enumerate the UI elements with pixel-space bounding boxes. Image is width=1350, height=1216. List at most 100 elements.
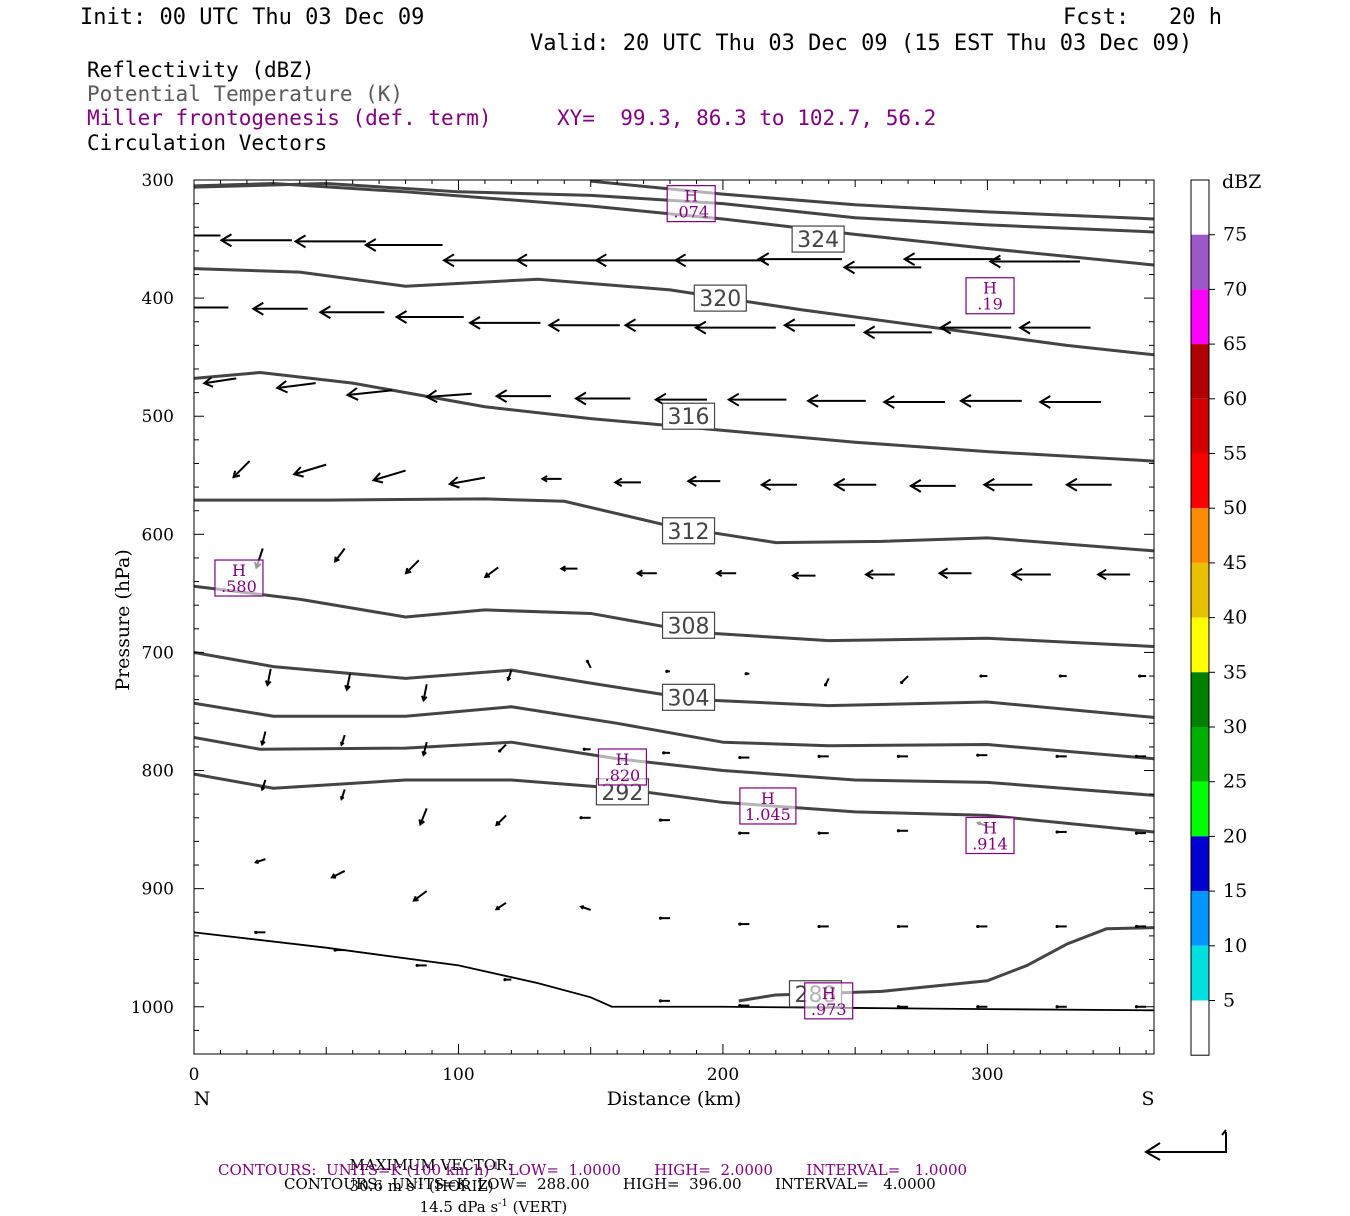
circulation-vector — [1058, 674, 1067, 678]
colorbar-label: 65 — [1223, 333, 1247, 355]
colorbar-label: 60 — [1223, 388, 1247, 410]
y-tick-label: 400 — [142, 289, 174, 309]
theta-label-316: 316 — [661, 402, 716, 430]
circulation-vector — [1096, 568, 1131, 581]
circulation-vector — [896, 754, 909, 758]
circulation-vector — [738, 922, 750, 926]
circulation-vector — [976, 1005, 988, 1009]
circulation-vector — [275, 380, 316, 394]
svg-text:H: H — [822, 984, 836, 1003]
forecast-hour: Fcst: 20 h — [1063, 5, 1222, 30]
circulation-vector — [559, 565, 578, 572]
circulation-vector — [1010, 567, 1051, 582]
x-tick-label: 300 — [971, 1065, 1003, 1085]
circulation-vector — [318, 305, 385, 320]
circulation-vector — [254, 930, 266, 934]
circulation-vector — [658, 818, 671, 822]
circulation-vector — [658, 999, 671, 1003]
svg-text:.580: .580 — [221, 577, 257, 596]
circulation-vector — [817, 754, 829, 758]
circulation-vector — [232, 460, 251, 479]
svg-text:H: H — [761, 789, 775, 808]
theta-contour-unlabeled-8 — [194, 701, 1154, 761]
svg-text:316: 316 — [668, 405, 710, 430]
circulation-vector — [574, 391, 631, 406]
legend-reflectivity: Reflectivity (dBZ) — [87, 58, 315, 82]
svg-text:.973: .973 — [811, 1000, 847, 1019]
contours1-exponent: -1 — [489, 1161, 500, 1172]
colorbar-label: 20 — [1223, 825, 1247, 847]
svg-text:304: 304 — [668, 686, 710, 711]
circulation-vector — [594, 253, 686, 268]
colorbar-label: 50 — [1223, 497, 1247, 519]
circulation-vector — [1134, 924, 1147, 929]
circulation-vector — [1064, 477, 1112, 492]
svg-text:H: H — [684, 187, 698, 206]
colorbar-segment — [1191, 453, 1209, 509]
circulation-vector — [447, 476, 486, 489]
colorbar-label: 25 — [1223, 771, 1247, 793]
colorbar-label: 15 — [1223, 880, 1247, 902]
circulation-vector — [613, 477, 641, 488]
circulation-vector — [339, 789, 346, 801]
circulation-vector — [442, 253, 528, 268]
circulation-vector — [817, 831, 829, 835]
circulation-vector — [832, 477, 877, 492]
circulation-vector — [264, 668, 272, 687]
circulation-vector — [982, 477, 1033, 492]
svg-text:308: 308 — [668, 614, 710, 639]
circulation-vector — [404, 559, 420, 575]
theta-label-324: 324 — [791, 225, 845, 253]
frontogenesis-maximum: H.914 — [965, 816, 1015, 855]
circulation-vector — [468, 316, 541, 330]
circulation-vector — [738, 1003, 750, 1008]
circulation-vector — [976, 753, 988, 757]
circulation-vector — [339, 734, 346, 747]
circulation-vector — [623, 318, 700, 333]
circulation-vector — [817, 924, 829, 929]
circulation-vector — [744, 672, 750, 676]
plot-area: 324320316312308304292288H.074H.19H.580H.… — [194, 180, 1154, 1020]
y-axis-label: Pressure (hPa) — [112, 549, 134, 691]
colorbar-label: 30 — [1223, 716, 1247, 738]
axes: 0 100 200 300 300 400 500 600 700 800 900 1000 — [131, 171, 1155, 1085]
colorbar-label: 75 — [1223, 224, 1247, 246]
circulation-vector — [253, 858, 266, 864]
svg-text:.820: .820 — [605, 766, 641, 785]
circulation-vector — [579, 816, 591, 820]
vert-unit: (VERT) — [507, 1198, 568, 1216]
circulation-vector — [495, 814, 507, 827]
circulation-vector — [418, 807, 428, 827]
colorbar-segment — [1191, 617, 1209, 673]
init-time: Init: 00 UTC Thu 03 Dec 09 — [80, 5, 425, 30]
frontogenesis-maximum: H.820 — [597, 748, 648, 786]
dbz-colorbar: 75 70 65 60 55 50 45 40 35 30 25 20 15 10 5 — [1190, 179, 1247, 1056]
circulation-vector — [908, 479, 956, 493]
circulation-vector — [1055, 1005, 1067, 1009]
theta-label-320: 320 — [693, 284, 747, 312]
circulation-vector — [937, 567, 972, 579]
svg-text:H: H — [615, 750, 629, 769]
legend-miller-frontogenesis: Miller frontogenesis (def. term) — [87, 106, 492, 130]
svg-text:320: 320 — [699, 287, 741, 312]
footer-contours-theta: CONTOURS: UNITS=K LOW= 288.00 HIGH= 396.… — [284, 1175, 936, 1193]
max-vector-vert: 14.5 dPa s — [419, 1198, 499, 1216]
circulation-vector — [585, 659, 592, 669]
frontogenesis-maximum: H1.045 — [739, 787, 797, 825]
circulation-vector — [902, 252, 1001, 266]
circulation-vector — [1138, 674, 1147, 678]
x-tick-label: 0 — [189, 1065, 200, 1085]
circulation-vector — [1018, 320, 1091, 335]
circulation-vector — [1055, 754, 1067, 758]
x-tick-label: 100 — [442, 1065, 474, 1085]
y-tick-label: 900 — [142, 880, 174, 900]
circulation-vector — [371, 469, 406, 484]
svg-text:.19: .19 — [977, 295, 1002, 314]
circulation-vector — [330, 870, 346, 879]
circulation-vector — [515, 253, 607, 268]
theta-contour-316 — [194, 371, 1154, 463]
circulation-vector — [806, 394, 866, 408]
theta-contour-308 — [194, 584, 1154, 649]
colorbar-segment — [1191, 508, 1209, 563]
